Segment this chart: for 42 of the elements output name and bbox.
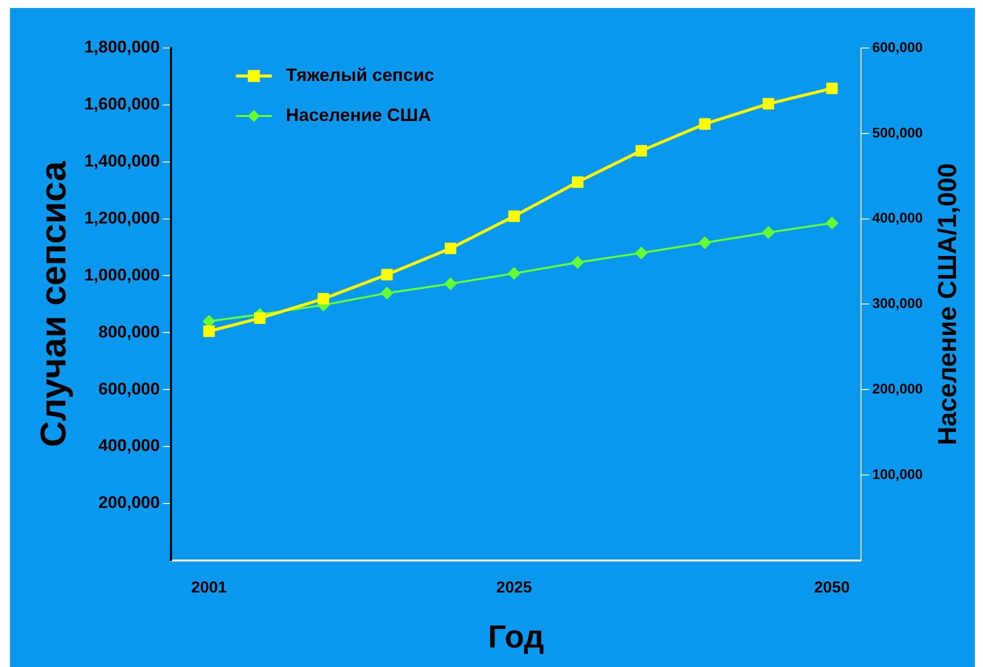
legend-label: Население США [286,104,432,125]
y2-tick-label: 300,000 [872,295,924,312]
point [380,287,393,300]
y2-tick-label: 600,000 [872,38,924,55]
point [635,246,648,259]
point [698,236,711,249]
y-tick-label: 1,800,000 [84,38,160,57]
y2-tick-label: 100,000 [872,466,924,482]
y-tick-label: 400,000 [98,436,160,456]
y2-tick-label: 200,000 [872,380,924,396]
x-tick-label: 2050 [814,579,850,596]
point [572,256,584,268]
x-tick-label: 2025 [496,579,532,596]
point [826,217,838,230]
point [318,293,330,305]
point [699,118,711,130]
y-tick-label: 1,400,000 [84,152,160,171]
point [636,145,647,157]
point [762,98,774,110]
y-tick-label: 800,000 [98,322,160,342]
point [381,268,393,280]
point [203,326,215,337]
x-axis-title: Год [488,618,544,655]
legend-label: Тяжелый сепсис [286,64,434,85]
y2-tick-label: 500,000 [872,124,924,140]
y-tick-label: 200,000 [98,493,160,512]
point [508,267,520,280]
point [254,312,266,324]
point [826,82,838,94]
y-tick-label: 600,000 [98,379,160,398]
y-tick-label: 1,600,000 [84,94,160,114]
point [572,176,584,188]
y-tick-label: 1,200,000 [84,208,160,228]
y-tick-label: 1,000,000 [84,265,160,284]
y2-axis-title: Население США/1,000 [932,163,962,446]
y-axis-title: Случаи сепсиса [32,160,74,448]
x-tick-label: 2001 [191,579,227,596]
point [508,210,520,222]
point [762,226,774,238]
y2-tick-label: 400,000 [872,210,924,226]
point [444,278,457,290]
point [444,242,456,254]
